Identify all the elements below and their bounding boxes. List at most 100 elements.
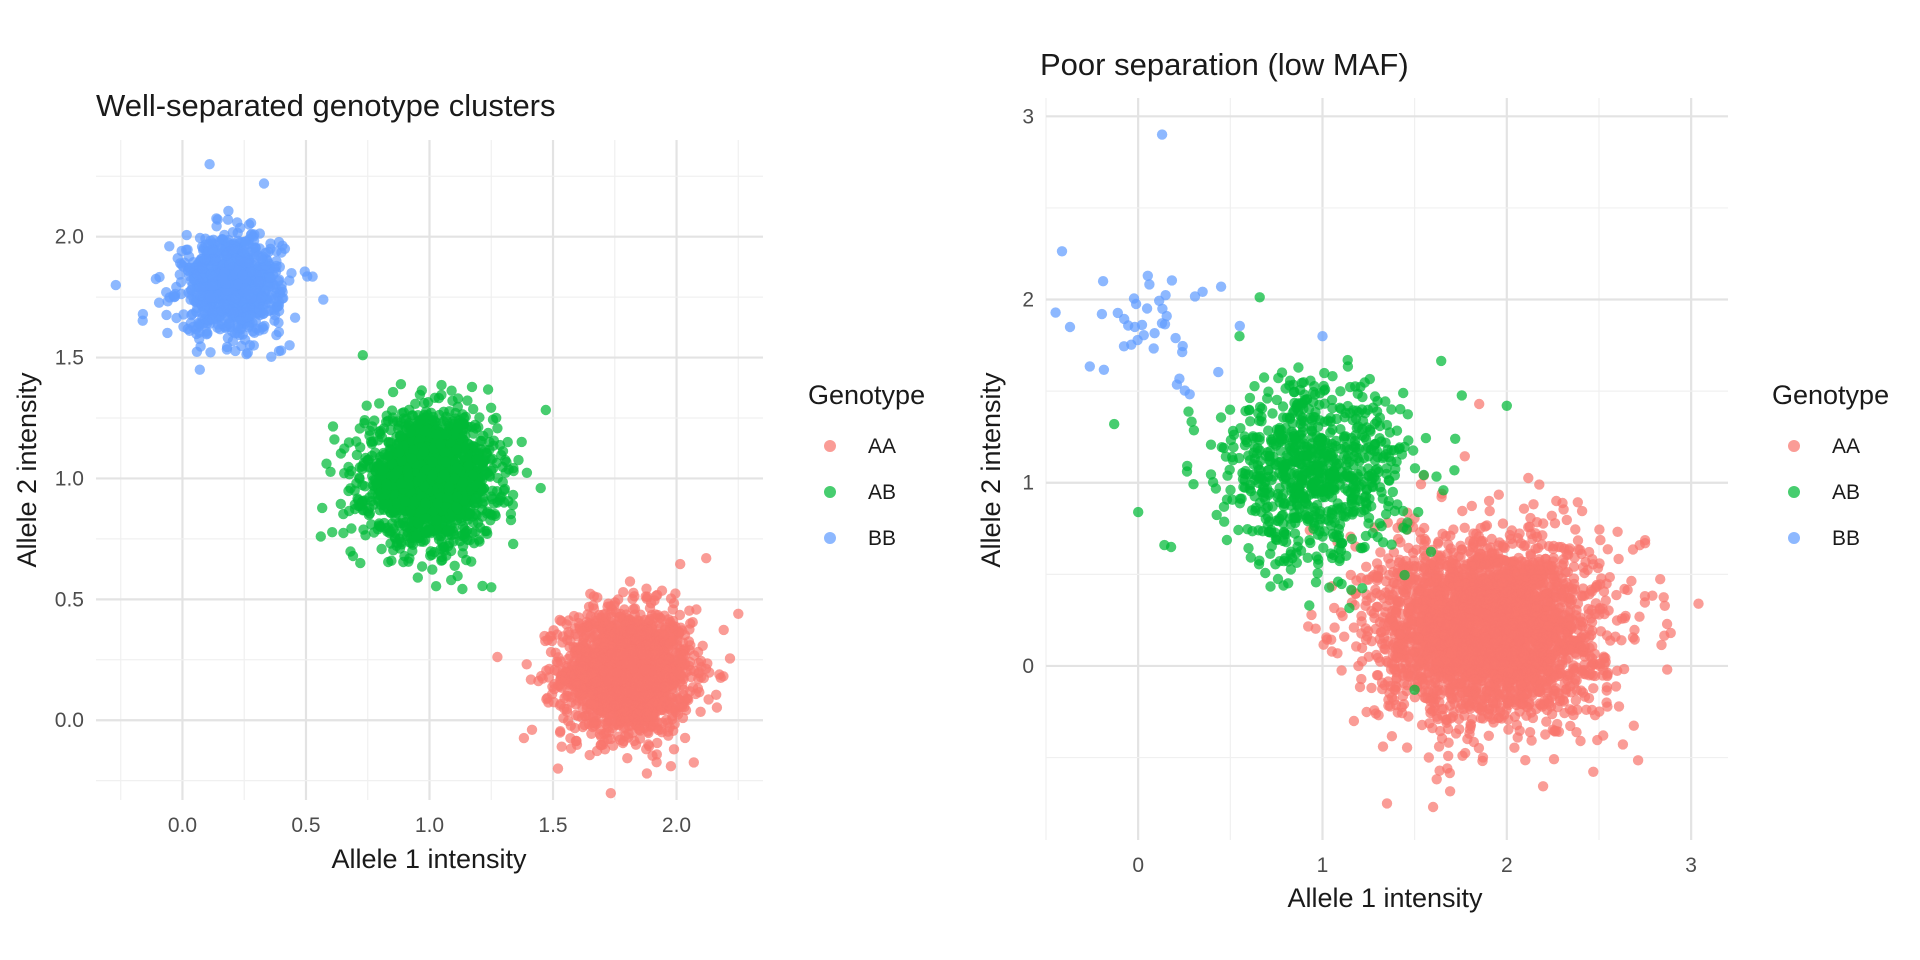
data-point-aa [667, 703, 678, 714]
data-point-bb [254, 228, 265, 239]
data-point-ab [405, 426, 416, 438]
data-point-ab [345, 483, 356, 494]
data-point-bb [222, 332, 234, 344]
data-point-ab [446, 574, 457, 586]
data-point-aa [525, 674, 537, 685]
data-point-bb [256, 253, 267, 264]
data-point-aa [711, 702, 723, 713]
data-point-aa [679, 732, 691, 744]
data-point-aa [559, 674, 571, 685]
data-point-aa [677, 712, 689, 724]
data-point-ab [398, 556, 409, 568]
data-point-aa [674, 609, 686, 621]
data-point-ab [430, 429, 442, 440]
data-point-ab [346, 523, 357, 534]
data-point-bb [228, 307, 239, 318]
data-point-bb [202, 328, 213, 339]
data-point-aa [687, 682, 699, 693]
data-point-aa [678, 684, 689, 695]
data-point-aa [570, 709, 581, 721]
data-point-aa [672, 693, 684, 704]
data-point-ab [470, 442, 481, 453]
data-point-ab [443, 481, 455, 493]
data-point-aa [675, 558, 686, 570]
data-point-ab [393, 447, 405, 458]
data-point-ab [327, 421, 339, 432]
data-point-aa [632, 708, 643, 720]
data-point-ab [391, 498, 402, 509]
data-point-aa [663, 672, 674, 683]
data-point-ab [415, 472, 427, 483]
data-point-ab [373, 435, 384, 446]
data-point-ab [395, 379, 407, 390]
data-point-aa [668, 744, 680, 755]
y-tick-label: 2.0 [55, 226, 84, 249]
data-point-bb [232, 217, 243, 228]
data-point-bb [318, 294, 329, 305]
data-point-ab [366, 421, 378, 432]
data-point-ab [508, 465, 519, 477]
data-point-aa [647, 750, 658, 761]
data-point-aa [597, 665, 609, 676]
legend-item-bb: BB [824, 527, 896, 550]
data-point-aa [639, 664, 651, 675]
data-point-ab [419, 513, 430, 524]
data-point-ab [451, 444, 462, 455]
data-point-aa [642, 591, 653, 602]
data-point-ab [458, 412, 470, 424]
data-point-aa [556, 741, 567, 752]
data-point-bb [243, 322, 254, 333]
data-point-aa [641, 768, 653, 779]
data-point-ab [457, 583, 468, 595]
data-point-aa [571, 678, 583, 689]
data-point-aa [605, 690, 616, 702]
data-point-aa [585, 588, 596, 599]
data-point-ab [315, 531, 326, 542]
data-point-bb [273, 317, 284, 328]
data-point-aa [688, 757, 699, 768]
data-point-ab [424, 524, 435, 535]
series-ab [315, 350, 551, 595]
data-point-aa [518, 732, 530, 744]
data-point-bb [181, 229, 192, 241]
data-point-aa [1523, 472, 1534, 484]
data-point-bb [227, 244, 239, 255]
y-tick-label: 0.5 [55, 588, 84, 611]
data-point-aa [692, 646, 704, 658]
data-point-aa [662, 726, 674, 737]
data-point-bb [240, 283, 251, 294]
legend-key-marker [824, 440, 836, 452]
data-point-ab [472, 454, 483, 465]
data-point-ab [460, 430, 471, 442]
data-point-aa [625, 624, 637, 635]
data-point-aa [695, 706, 706, 717]
data-point-ab [449, 560, 460, 571]
data-point-bb [204, 159, 215, 170]
data-point-aa [633, 680, 645, 692]
data-point-aa [570, 735, 582, 747]
data-point-bb [271, 260, 282, 272]
data-point-aa [591, 612, 602, 623]
data-point-aa [1594, 524, 1605, 535]
data-point-ab [394, 520, 405, 531]
data-point-aa [673, 654, 684, 665]
data-point-ab [416, 561, 428, 572]
data-point-aa [565, 651, 576, 662]
x-axis-title: Allele 1 intensity [331, 844, 527, 874]
data-point-aa [588, 600, 599, 611]
data-point-aa [605, 733, 616, 745]
data-point-ab [327, 527, 338, 538]
data-point-aa [718, 624, 729, 636]
data-point-ab [377, 465, 389, 476]
data-point-ab [376, 543, 387, 555]
data-point-aa [1459, 522, 1470, 533]
data-point-bb [223, 205, 234, 217]
data-point-bb [243, 219, 255, 230]
data-point-aa [555, 656, 566, 667]
data-point-bb [171, 312, 182, 324]
data-point-bb [195, 290, 206, 301]
data-point-ab [411, 530, 422, 541]
data-point-ab [414, 389, 426, 400]
data-point-ab [325, 466, 336, 477]
data-point-aa [521, 659, 532, 670]
